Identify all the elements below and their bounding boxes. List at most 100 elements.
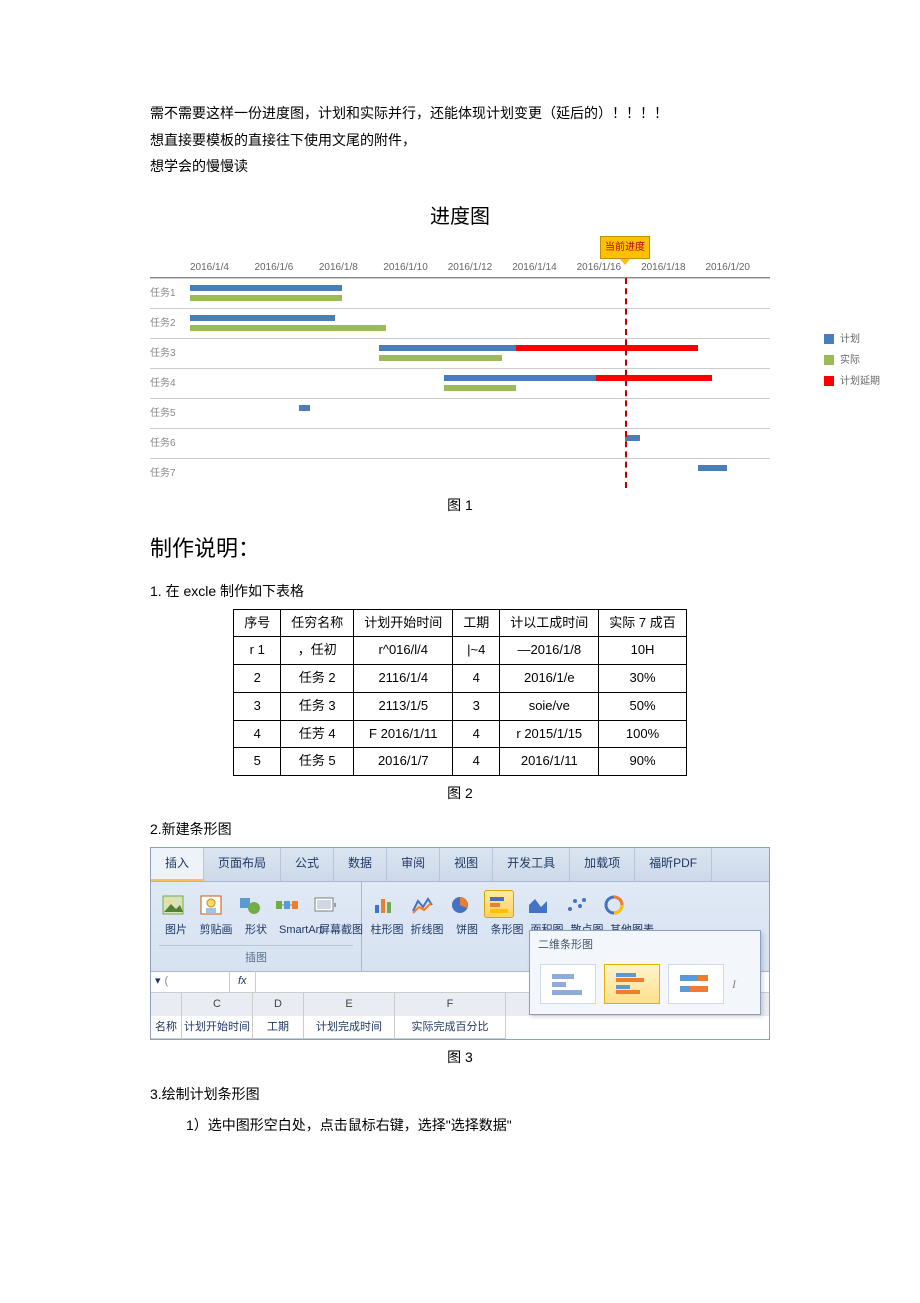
table-header: 任穷名称	[281, 609, 354, 637]
gantt-bar-actual	[444, 385, 517, 391]
ribbon-tab[interactable]: 视图	[440, 848, 493, 881]
ribbon-tabs: 插入页面布局公式数据审阅视图开发工具加载项福昕PDF	[151, 848, 769, 882]
table-header: 计以工成时间	[500, 609, 599, 637]
axis-tick: 2016/1/10	[383, 258, 447, 277]
shapes-icon[interactable]	[235, 892, 263, 918]
fx-label: fx	[230, 971, 256, 992]
line-chart-icon[interactable]	[408, 892, 436, 918]
picture-icon[interactable]	[159, 892, 187, 918]
excel-ribbon: 插入页面布局公式数据审阅视图开发工具加载项福昕PDF 图片剪贴画形状 SmartA…	[150, 847, 770, 1040]
axis-tick: 2016/1/14	[512, 258, 576, 277]
column-chart-icon[interactable]	[370, 892, 398, 918]
gantt-bar-plan	[299, 405, 310, 411]
task-label: 任务3	[150, 338, 190, 368]
ribbon-tab[interactable]: 福昕PDF	[635, 848, 712, 881]
column-header[interactable]: F	[395, 993, 506, 1016]
legend-item: 计划延期	[824, 372, 880, 391]
ribbon-button-label: 条形图	[490, 920, 524, 941]
ribbon-button-label: 形状	[239, 920, 273, 941]
axis-tick: 2016/1/4	[190, 258, 254, 277]
area-chart-icon[interactable]	[524, 892, 552, 918]
column-header[interactable]: E	[304, 993, 395, 1016]
section-title: 制作说明：	[150, 528, 770, 570]
gantt-bar-actual	[190, 295, 342, 301]
ribbon-button-label: 图片	[159, 920, 193, 941]
today-line	[625, 278, 627, 488]
ribbon-tab[interactable]: 审阅	[387, 848, 440, 881]
intro-line-3: 想学会的慢慢读	[150, 153, 770, 180]
ribbon-group-illustrations: 图片剪贴画形状SmartArt屏幕截图 插图	[151, 882, 362, 971]
chart-legend: 计划实际计划延期	[824, 328, 880, 393]
legend-item: 实际	[824, 351, 880, 370]
step-3-1: 1）选中图形空白处，点击鼠标右键，选择"选择数据"	[186, 1112, 770, 1139]
ribbon-tab[interactable]: 数据	[334, 848, 387, 881]
smartart-icon[interactable]	[273, 892, 301, 918]
ribbon-tab[interactable]: 公式	[281, 848, 334, 881]
sheet-row: 名称计划开始时间工期计划完成时间实际完成百分比	[151, 1016, 769, 1040]
axis-tick: 2016/1/20	[706, 258, 770, 277]
gantt-bar-plan	[190, 285, 342, 291]
dropdown-more-icon[interactable]: I	[732, 973, 736, 996]
figure-2-caption: 图 2	[150, 780, 770, 807]
intro-line-1: 需不需要这样一份进度图，计划和实际并行，还能体现计划变更（延后的）！！！！	[150, 100, 770, 127]
axis-tick: 2016/1/6	[254, 258, 318, 277]
ribbon-tab[interactable]: 插入	[151, 848, 204, 881]
table-row: 5任务 52016/1/742016/1/1190%	[234, 748, 687, 776]
column-header[interactable]: C	[182, 993, 253, 1016]
data-table: 序号任穷名称计划开始时间工期计以工成时间实际 7 成百r 1，任初r^016/l…	[233, 609, 687, 776]
table-row: 4任芳 4F 2016/1/114r 2015/1/15100%	[234, 720, 687, 748]
task-label: 任务1	[150, 278, 190, 308]
intro-line-2: 想直接要模板的直接往下使用文尾的附件，	[150, 127, 770, 154]
task-label: 任务7	[150, 458, 190, 488]
ribbon-button-label: 饼图	[450, 920, 484, 941]
scatter-chart-icon[interactable]	[562, 892, 590, 918]
gantt-bar-plan	[190, 315, 335, 321]
figure-3-caption: 图 3	[150, 1044, 770, 1071]
axis-tick: 2016/1/8	[319, 258, 383, 277]
other-charts-icon[interactable]	[600, 892, 628, 918]
gantt-bar-plan	[444, 375, 596, 381]
sheet-cell[interactable]: 工期	[253, 1016, 304, 1040]
gantt-bar-delay	[516, 345, 697, 351]
bar-chart-icon[interactable]	[484, 890, 514, 918]
ribbon-button-label: 折线图	[410, 920, 444, 941]
pie-chart-icon[interactable]	[446, 892, 474, 918]
task-label: 任务6	[150, 428, 190, 458]
ribbon-button-label: 屏幕截图	[319, 920, 353, 941]
ribbon-tab[interactable]: 加载项	[570, 848, 635, 881]
table-row: 3任务 32113/1/53soie/ve50%	[234, 692, 687, 720]
axis-tick: 2016/1/18	[641, 258, 705, 277]
sheet-cell[interactable]: 实际完成百分比	[395, 1016, 506, 1040]
gantt-bar-actual	[190, 325, 386, 331]
bar-option-3[interactable]	[668, 964, 724, 1004]
ribbon-button-label: 剪贴画	[199, 920, 233, 941]
table-header: 工期	[453, 609, 500, 637]
name-box[interactable]: ▾ (	[151, 971, 230, 992]
progress-marker: 当前进度	[600, 236, 650, 265]
column-header[interactable]	[151, 993, 182, 1016]
bar-option-2-selected[interactable]	[604, 964, 660, 1004]
clipart-icon[interactable]	[197, 892, 225, 918]
screenshot-icon[interactable]	[311, 892, 339, 918]
task-label: 任务5	[150, 398, 190, 428]
dropdown-title: 二维条形图	[530, 931, 760, 960]
sheet-cell[interactable]: 计划开始时间	[182, 1016, 253, 1040]
figure-1-caption: 图 1	[150, 492, 770, 519]
ribbon-button-label: SmartArt	[279, 920, 313, 941]
ribbon-tab[interactable]: 开发工具	[493, 848, 570, 881]
sheet-cell[interactable]: 名称	[151, 1016, 182, 1040]
step-1: 1. 在 excle 制作如下表格	[150, 578, 770, 605]
table-header: 实际 7 成百	[599, 609, 686, 637]
column-header[interactable]: D	[253, 993, 304, 1016]
step-3: 3.绘制计划条形图	[150, 1081, 770, 1108]
table-header: 计划开始时间	[354, 609, 453, 637]
table-row: r 1，任初r^016/l/4|~4—2016/1/810H	[234, 637, 687, 665]
ribbon-tab[interactable]: 页面布局	[204, 848, 281, 881]
table-header: 序号	[234, 609, 281, 637]
bar-option-1[interactable]	[540, 964, 596, 1004]
gantt-bar-delay	[596, 375, 712, 381]
task-label: 任务2	[150, 308, 190, 338]
ribbon-button-label: 柱形图	[370, 920, 404, 941]
table-row: 2任务 22116/1/442016/1/e30%	[234, 665, 687, 693]
sheet-cell[interactable]: 计划完成时间	[304, 1016, 395, 1040]
